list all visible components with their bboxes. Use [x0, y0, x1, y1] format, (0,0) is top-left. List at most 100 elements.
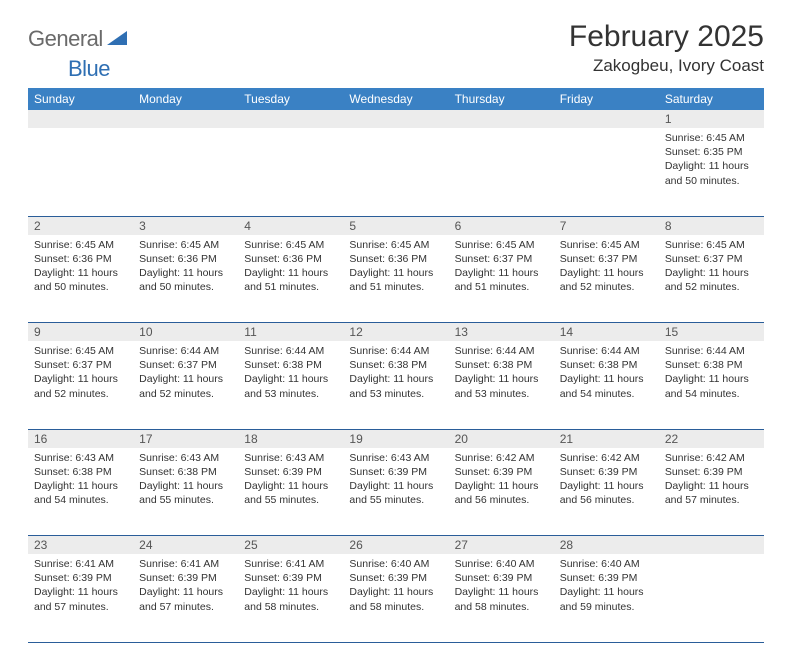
day-details: [343, 128, 448, 137]
day-number: [238, 110, 343, 128]
day-number: [133, 110, 238, 128]
daylight-text: Daylight: 11 hours and 52 minutes.: [560, 266, 653, 294]
day-number: 22: [659, 429, 764, 448]
sunrise-text: Sunrise: 6:45 AM: [34, 344, 127, 358]
day-number: 3: [133, 216, 238, 235]
sunset-text: Sunset: 6:39 PM: [349, 465, 442, 479]
day-cell: [238, 128, 343, 216]
daylight-text: Daylight: 11 hours and 53 minutes.: [244, 372, 337, 400]
day-details: Sunrise: 6:43 AMSunset: 6:39 PMDaylight:…: [343, 448, 448, 514]
day-details: Sunrise: 6:45 AMSunset: 6:37 PMDaylight:…: [554, 235, 659, 301]
day-header-row: Sunday Monday Tuesday Wednesday Thursday…: [28, 88, 764, 110]
day-details: Sunrise: 6:44 AMSunset: 6:38 PMDaylight:…: [659, 341, 764, 407]
day-cell: [554, 128, 659, 216]
day-cell: Sunrise: 6:40 AMSunset: 6:39 PMDaylight:…: [343, 554, 448, 642]
sunset-text: Sunset: 6:39 PM: [139, 571, 232, 585]
day-details: Sunrise: 6:41 AMSunset: 6:39 PMDaylight:…: [133, 554, 238, 620]
day-cell: Sunrise: 6:45 AMSunset: 6:37 PMDaylight:…: [554, 235, 659, 323]
month-title: February 2025: [569, 20, 764, 54]
day-number: 26: [343, 536, 448, 555]
sunrise-text: Sunrise: 6:44 AM: [139, 344, 232, 358]
sunrise-text: Sunrise: 6:45 AM: [665, 131, 758, 145]
day-details: Sunrise: 6:45 AMSunset: 6:37 PMDaylight:…: [28, 341, 133, 407]
day-details: Sunrise: 6:44 AMSunset: 6:37 PMDaylight:…: [133, 341, 238, 407]
sunrise-text: Sunrise: 6:45 AM: [560, 238, 653, 252]
daylight-text: Daylight: 11 hours and 59 minutes.: [560, 585, 653, 613]
sunset-text: Sunset: 6:38 PM: [665, 358, 758, 372]
day-cell: Sunrise: 6:41 AMSunset: 6:39 PMDaylight:…: [133, 554, 238, 642]
location-label: Zakogbeu, Ivory Coast: [569, 56, 764, 76]
day-details: Sunrise: 6:45 AMSunset: 6:36 PMDaylight:…: [343, 235, 448, 301]
sunrise-text: Sunrise: 6:42 AM: [560, 451, 653, 465]
day-cell: Sunrise: 6:43 AMSunset: 6:38 PMDaylight:…: [28, 448, 133, 536]
sunset-text: Sunset: 6:38 PM: [139, 465, 232, 479]
daylight-text: Daylight: 11 hours and 55 minutes.: [244, 479, 337, 507]
sunset-text: Sunset: 6:39 PM: [34, 571, 127, 585]
day-number: 25: [238, 536, 343, 555]
sunset-text: Sunset: 6:39 PM: [455, 571, 548, 585]
col-tuesday: Tuesday: [238, 88, 343, 110]
day-cell: Sunrise: 6:45 AMSunset: 6:36 PMDaylight:…: [133, 235, 238, 323]
sunset-text: Sunset: 6:37 PM: [455, 252, 548, 266]
day-number: 4: [238, 216, 343, 235]
col-thursday: Thursday: [449, 88, 554, 110]
daylight-text: Daylight: 11 hours and 56 minutes.: [455, 479, 548, 507]
sunset-text: Sunset: 6:39 PM: [665, 465, 758, 479]
daylight-text: Daylight: 11 hours and 58 minutes.: [349, 585, 442, 613]
day-number: 8: [659, 216, 764, 235]
day-details: Sunrise: 6:41 AMSunset: 6:39 PMDaylight:…: [238, 554, 343, 620]
logo-text-1: General: [28, 26, 103, 52]
day-cell: Sunrise: 6:45 AMSunset: 6:35 PMDaylight:…: [659, 128, 764, 216]
daylight-text: Daylight: 11 hours and 51 minutes.: [349, 266, 442, 294]
sunrise-text: Sunrise: 6:44 AM: [244, 344, 337, 358]
day-number: 19: [343, 429, 448, 448]
sunset-text: Sunset: 6:38 PM: [560, 358, 653, 372]
sunrise-text: Sunrise: 6:40 AM: [349, 557, 442, 571]
calendar-body: 1Sunrise: 6:45 AMSunset: 6:35 PMDaylight…: [28, 110, 764, 642]
sunrise-text: Sunrise: 6:45 AM: [34, 238, 127, 252]
day-cell: [343, 128, 448, 216]
sunset-text: Sunset: 6:38 PM: [349, 358, 442, 372]
day-number: [28, 110, 133, 128]
daylight-text: Daylight: 11 hours and 54 minutes.: [665, 372, 758, 400]
sunset-text: Sunset: 6:37 PM: [139, 358, 232, 372]
day-details: Sunrise: 6:45 AMSunset: 6:35 PMDaylight:…: [659, 128, 764, 194]
daylight-text: Daylight: 11 hours and 53 minutes.: [349, 372, 442, 400]
day-number: 15: [659, 323, 764, 342]
day-details: Sunrise: 6:43 AMSunset: 6:39 PMDaylight:…: [238, 448, 343, 514]
sunset-text: Sunset: 6:39 PM: [349, 571, 442, 585]
day-cell: Sunrise: 6:43 AMSunset: 6:38 PMDaylight:…: [133, 448, 238, 536]
day-details: Sunrise: 6:44 AMSunset: 6:38 PMDaylight:…: [449, 341, 554, 407]
calendar-table: Sunday Monday Tuesday Wednesday Thursday…: [28, 88, 764, 643]
sunset-text: Sunset: 6:37 PM: [665, 252, 758, 266]
sunrise-text: Sunrise: 6:43 AM: [34, 451, 127, 465]
daylight-text: Daylight: 11 hours and 56 minutes.: [560, 479, 653, 507]
day-number: 5: [343, 216, 448, 235]
sunrise-text: Sunrise: 6:40 AM: [560, 557, 653, 571]
daylight-text: Daylight: 11 hours and 50 minutes.: [139, 266, 232, 294]
sunrise-text: Sunrise: 6:40 AM: [455, 557, 548, 571]
day-cell: Sunrise: 6:40 AMSunset: 6:39 PMDaylight:…: [554, 554, 659, 642]
day-number: 27: [449, 536, 554, 555]
day-number: [554, 110, 659, 128]
sunset-text: Sunset: 6:36 PM: [34, 252, 127, 266]
day-cell: Sunrise: 6:44 AMSunset: 6:37 PMDaylight:…: [133, 341, 238, 429]
sunset-text: Sunset: 6:38 PM: [244, 358, 337, 372]
day-cell: [28, 128, 133, 216]
day-number: 17: [133, 429, 238, 448]
daynum-row: 1: [28, 110, 764, 128]
day-details: Sunrise: 6:45 AMSunset: 6:36 PMDaylight:…: [133, 235, 238, 301]
day-cell: Sunrise: 6:45 AMSunset: 6:36 PMDaylight:…: [238, 235, 343, 323]
day-details: [238, 128, 343, 137]
day-cell: Sunrise: 6:41 AMSunset: 6:39 PMDaylight:…: [28, 554, 133, 642]
day-details: Sunrise: 6:44 AMSunset: 6:38 PMDaylight:…: [238, 341, 343, 407]
day-cell: Sunrise: 6:44 AMSunset: 6:38 PMDaylight:…: [343, 341, 448, 429]
sunset-text: Sunset: 6:39 PM: [560, 465, 653, 479]
day-details: [28, 128, 133, 137]
logo: General: [28, 20, 129, 52]
sunrise-text: Sunrise: 6:44 AM: [560, 344, 653, 358]
day-number: 10: [133, 323, 238, 342]
week-row: Sunrise: 6:43 AM Sunset: 6:38 PM Daylight:…: [28, 448, 764, 536]
col-saturday: Saturday: [659, 88, 764, 110]
daylight-text: Daylight: 11 hours and 52 minutes.: [139, 372, 232, 400]
